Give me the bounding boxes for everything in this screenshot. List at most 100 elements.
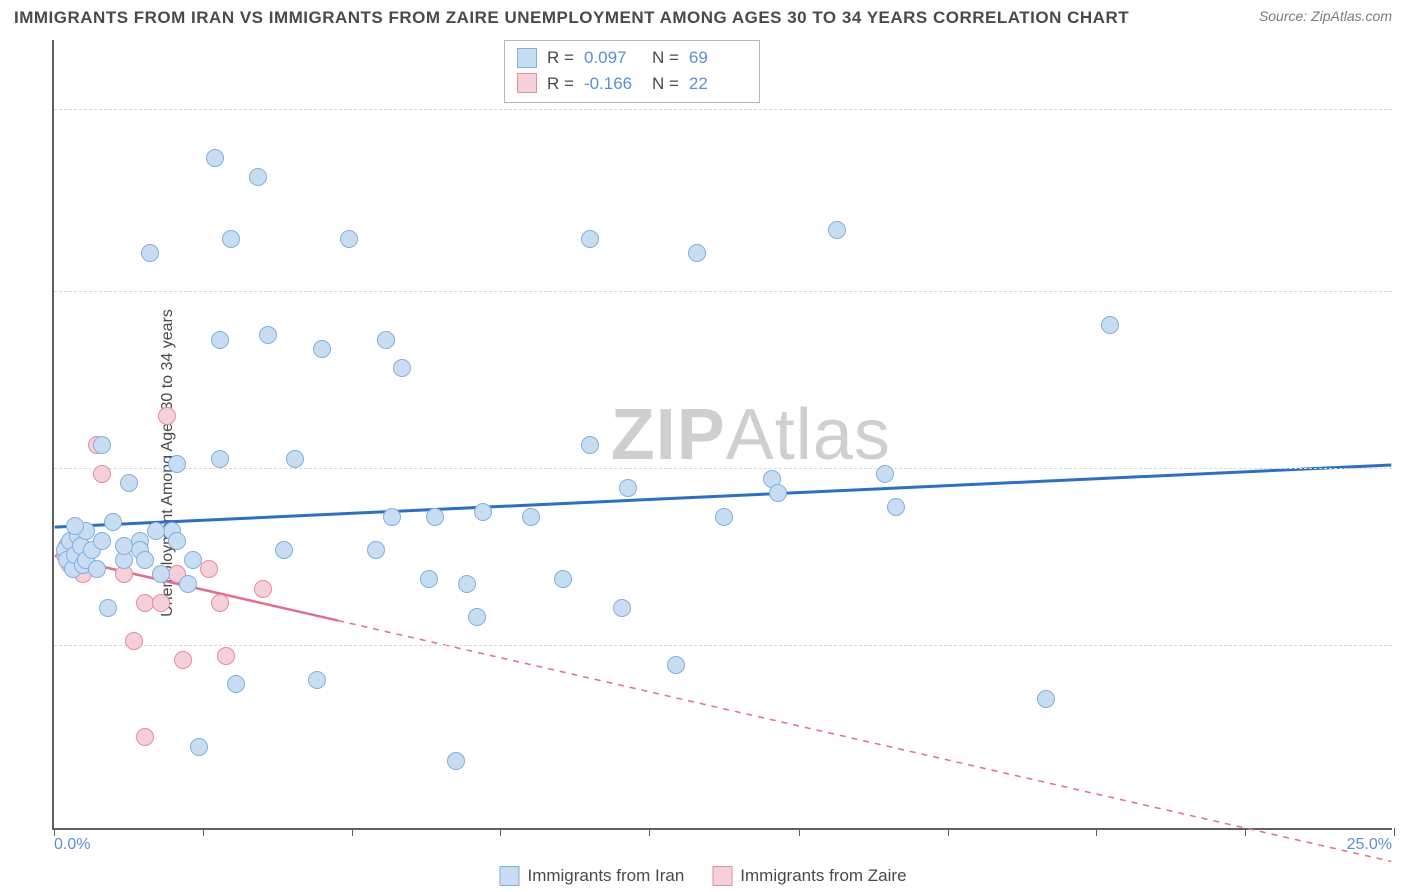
x-tick bbox=[1245, 828, 1246, 836]
x-tick bbox=[352, 828, 353, 836]
scatter-point bbox=[179, 575, 197, 593]
legend-swatch bbox=[499, 866, 519, 886]
scatter-point bbox=[93, 465, 111, 483]
n-label: N = bbox=[652, 45, 679, 71]
scatter-point bbox=[158, 407, 176, 425]
x-tick bbox=[649, 828, 650, 836]
legend-swatch bbox=[712, 866, 732, 886]
scatter-point bbox=[522, 508, 540, 526]
scatter-point bbox=[254, 580, 272, 598]
scatter-point bbox=[211, 450, 229, 468]
scatter-point bbox=[420, 570, 438, 588]
x-tick bbox=[203, 828, 204, 836]
legend-item: Immigrants from Iran bbox=[499, 866, 684, 886]
x-tick bbox=[1096, 828, 1097, 836]
scatter-point bbox=[1101, 316, 1119, 334]
x-tick bbox=[948, 828, 949, 836]
scatter-point bbox=[308, 671, 326, 689]
scatter-point bbox=[1037, 690, 1055, 708]
scatter-point bbox=[249, 168, 267, 186]
scatter-point bbox=[393, 359, 411, 377]
scatter-point bbox=[313, 340, 331, 358]
scatter-point bbox=[184, 551, 202, 569]
scatter-point bbox=[93, 532, 111, 550]
scatter-point bbox=[259, 326, 277, 344]
scatter-point bbox=[688, 244, 706, 262]
scatter-point bbox=[275, 541, 293, 559]
scatter-point bbox=[211, 331, 229, 349]
y-tick-label: 7.5% bbox=[1396, 460, 1406, 478]
scatter-point bbox=[141, 244, 159, 262]
y-tick-label: 3.8% bbox=[1396, 637, 1406, 655]
chart-container: Unemployment Among Ages 30 to 34 years Z… bbox=[0, 34, 1406, 892]
source-attribution: Source: ZipAtlas.com bbox=[1259, 8, 1392, 24]
x-tick bbox=[799, 828, 800, 836]
r-label: R = bbox=[547, 45, 574, 71]
gridline-h bbox=[54, 109, 1392, 110]
scatter-point bbox=[206, 149, 224, 167]
scatter-point bbox=[468, 608, 486, 626]
n-value: 22 bbox=[689, 71, 747, 97]
scatter-point bbox=[667, 656, 685, 674]
scatter-point bbox=[136, 551, 154, 569]
scatter-point bbox=[876, 465, 894, 483]
r-value: 0.097 bbox=[584, 45, 642, 71]
scatter-point bbox=[828, 221, 846, 239]
x-tick bbox=[1394, 828, 1395, 836]
scatter-point bbox=[66, 517, 84, 535]
r-label: R = bbox=[547, 71, 574, 97]
scatter-point bbox=[99, 599, 117, 617]
scatter-point bbox=[174, 651, 192, 669]
scatter-point bbox=[554, 570, 572, 588]
scatter-point bbox=[217, 647, 235, 665]
scatter-point bbox=[227, 675, 245, 693]
y-tick-label: 11.2% bbox=[1396, 283, 1406, 301]
scatter-point bbox=[104, 513, 122, 531]
scatter-point bbox=[152, 594, 170, 612]
plot-area: ZIPAtlas R =0.097N =69R =-0.166N =22 3.8… bbox=[52, 40, 1392, 830]
x-tick bbox=[500, 828, 501, 836]
scatter-point bbox=[88, 560, 106, 578]
series-legend: Immigrants from Iran Immigrants from Zair… bbox=[499, 866, 906, 886]
legend-label: Immigrants from Iran bbox=[527, 866, 684, 886]
scatter-point bbox=[200, 560, 218, 578]
scatter-point bbox=[120, 474, 138, 492]
scatter-point bbox=[168, 455, 186, 473]
scatter-point bbox=[211, 594, 229, 612]
y-tick-label: 15.0% bbox=[1396, 101, 1406, 119]
n-value: 69 bbox=[689, 45, 747, 71]
scatter-point bbox=[383, 508, 401, 526]
gridline-h bbox=[54, 291, 1392, 292]
scatter-point bbox=[619, 479, 637, 497]
scatter-point bbox=[125, 632, 143, 650]
scatter-point bbox=[581, 436, 599, 454]
scatter-point bbox=[340, 230, 358, 248]
scatter-point bbox=[377, 331, 395, 349]
scatter-point bbox=[769, 484, 787, 502]
scatter-point bbox=[613, 599, 631, 617]
scatter-point bbox=[222, 230, 240, 248]
scatter-point bbox=[168, 532, 186, 550]
legend-swatch bbox=[517, 73, 537, 93]
legend-label: Immigrants from Zaire bbox=[740, 866, 906, 886]
scatter-point bbox=[152, 565, 170, 583]
chart-title: IMMIGRANTS FROM IRAN VS IMMIGRANTS FROM … bbox=[14, 8, 1129, 28]
scatter-point bbox=[93, 436, 111, 454]
correlation-legend: R =0.097N =69R =-0.166N =22 bbox=[504, 40, 760, 103]
n-label: N = bbox=[652, 71, 679, 97]
scatter-point bbox=[426, 508, 444, 526]
scatter-point bbox=[190, 738, 208, 756]
legend-stat-row: R =-0.166N =22 bbox=[517, 71, 747, 97]
gridline-h bbox=[54, 468, 1392, 469]
trendlines-svg bbox=[54, 40, 1392, 828]
trendline-dashed bbox=[338, 621, 1391, 862]
legend-item: Immigrants from Zaire bbox=[712, 866, 906, 886]
scatter-point bbox=[887, 498, 905, 516]
x-tick-label: 25.0% bbox=[1347, 836, 1392, 854]
scatter-point bbox=[367, 541, 385, 559]
scatter-point bbox=[715, 508, 733, 526]
scatter-point bbox=[474, 503, 492, 521]
x-tick-label: 0.0% bbox=[54, 836, 90, 854]
legend-stat-row: R = 0.097 N = 69 bbox=[517, 45, 747, 71]
x-tick bbox=[54, 828, 55, 836]
